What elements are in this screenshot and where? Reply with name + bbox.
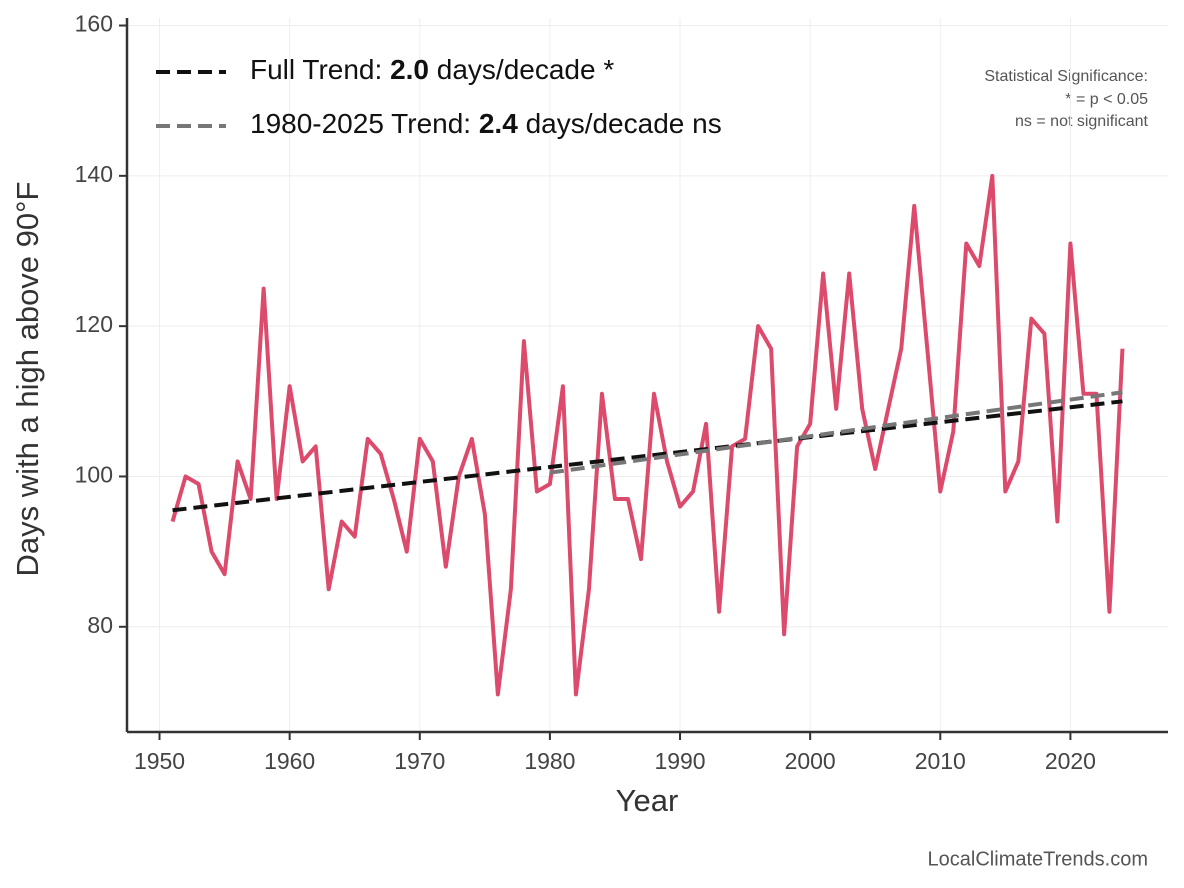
x-tick-label: 1990 [654,748,705,774]
x-tick-label: 2000 [785,748,836,774]
x-tick-label: 1970 [394,748,445,774]
legend-text: days/decade * [437,54,615,85]
legend-label: Full Trend: 2.0 days/decade * [250,54,614,85]
trend-line [549,390,1123,475]
x-tick-label: 1960 [264,748,315,774]
note-line: ns = not significant [1015,113,1149,130]
x-tick-label: 1950 [134,748,185,774]
y-axis-title: Days with a high above 90°F [10,182,45,577]
x-tick-label: 1980 [524,748,575,774]
legend-text: days/decade ns [526,108,722,139]
data-line [170,173,1125,697]
x-tick-label: 2020 [1045,748,1096,774]
legend-slope: 2.0 [390,54,429,85]
note-line: Statistical Significance: [984,68,1148,85]
legend-text: Full Trend: [250,54,382,85]
legend-label: 1980-2025 Trend: 2.4 days/decade ns [250,108,722,139]
y-tick-label: 80 [87,612,113,638]
y-tick-label: 160 [75,11,113,37]
y-tick-label: 140 [75,161,113,187]
x-tick-label: 2010 [915,748,966,774]
trend-line [172,399,1123,513]
y-tick-label: 120 [75,311,113,337]
y-tick-label: 100 [75,462,113,488]
x-axis-title: Year [616,783,679,818]
source-credit: LocalClimateTrends.com [928,848,1148,870]
legend-text: 1980-2025 Trend: [250,108,471,139]
note-line: * = p < 0.05 [1065,91,1148,108]
legend-slope: 2.4 [479,108,518,139]
